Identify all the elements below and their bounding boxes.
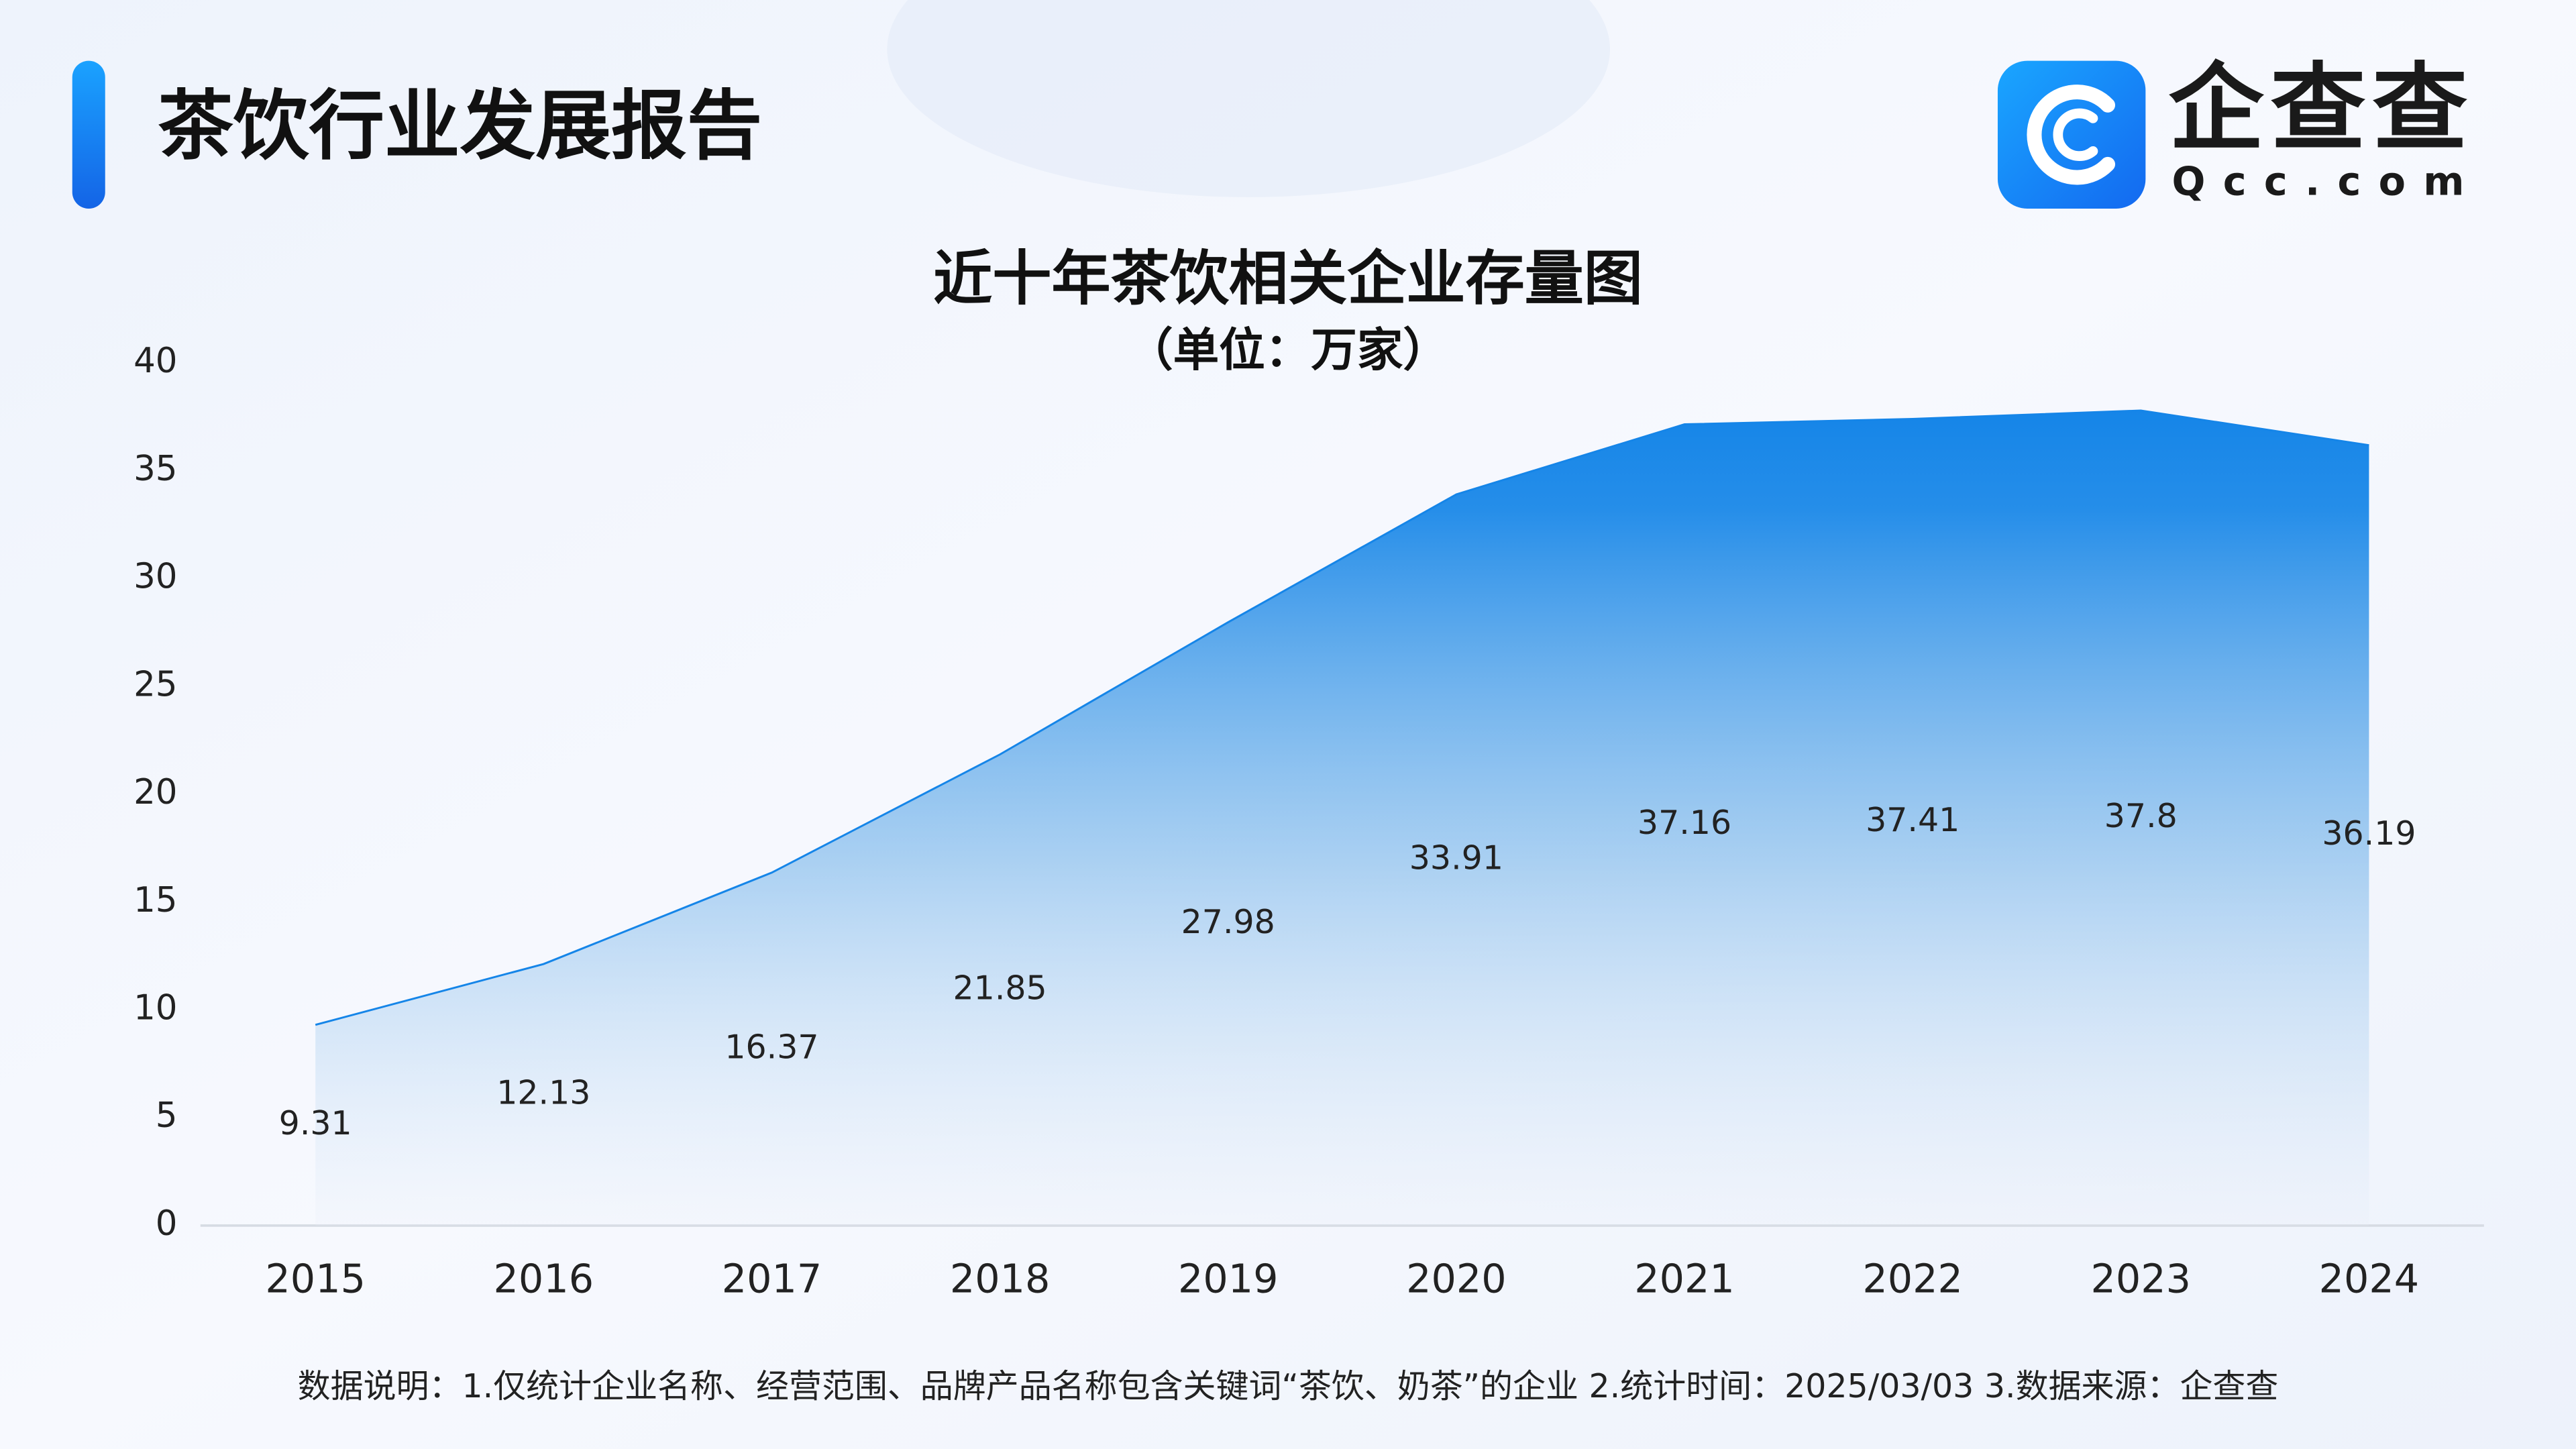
area-line [315,409,2369,1026]
x-tick-label: 2021 [1634,1255,1735,1301]
y-tick-label: 10 [133,988,177,1028]
chart-title: 近十年茶饮相关企业存量图 [933,244,1643,313]
y-tick-label: 0 [156,1203,178,1244]
x-tick-label: 2017 [722,1255,822,1301]
logo-name: 企查查 [2169,53,2468,164]
logo-icon [1997,60,2146,209]
x-tick-label: 2019 [1178,1255,1279,1301]
data-label: 36.19 [2322,814,2416,853]
y-tick-label: 30 [133,557,177,597]
x-tick-label: 2015 [265,1255,366,1301]
title-accent [72,60,105,209]
y-tick-label: 25 [133,664,177,704]
chart-subtitle: （单位：万家） [1127,324,1449,378]
x-tick-label: 2023 [2091,1255,2192,1301]
data-label: 9.31 [279,1104,352,1142]
x-tick-label: 2020 [1406,1255,1507,1301]
data-label: 37.16 [1638,804,1731,842]
y-tick-label: 35 [133,449,177,489]
y-tick-label: 20 [133,772,177,812]
page-title: 茶饮行业发展报告 [158,82,762,170]
data-label: 33.91 [1409,839,1503,877]
x-tick-label: 2018 [950,1255,1051,1301]
logo: 企查查 Qcc.com [1997,53,2468,209]
data-label: 27.98 [1181,903,1275,941]
logo-c-inner [2053,108,2098,161]
background-glow [887,0,1610,197]
footnote: 数据说明：1.仅统计企业名称、经营范围、品牌产品名称包含关键词“茶饮、奶茶”的企… [298,1367,2279,1405]
data-label: 16.37 [724,1028,818,1066]
y-tick-label: 5 [156,1095,178,1136]
logo-c [2027,85,2116,185]
y-tick-label: 40 [133,341,177,381]
y-tick-label: 15 [133,880,177,920]
x-tick-label: 2022 [1862,1255,1963,1301]
data-label: 21.85 [953,969,1047,1007]
area [315,410,2369,1226]
data-label: 12.13 [496,1073,590,1112]
x-tick-label: 2016 [494,1255,594,1301]
x-tick-label: 2024 [2319,1255,2420,1301]
data-label: 37.8 [2104,797,2178,835]
data-label: 37.41 [1866,801,1960,839]
